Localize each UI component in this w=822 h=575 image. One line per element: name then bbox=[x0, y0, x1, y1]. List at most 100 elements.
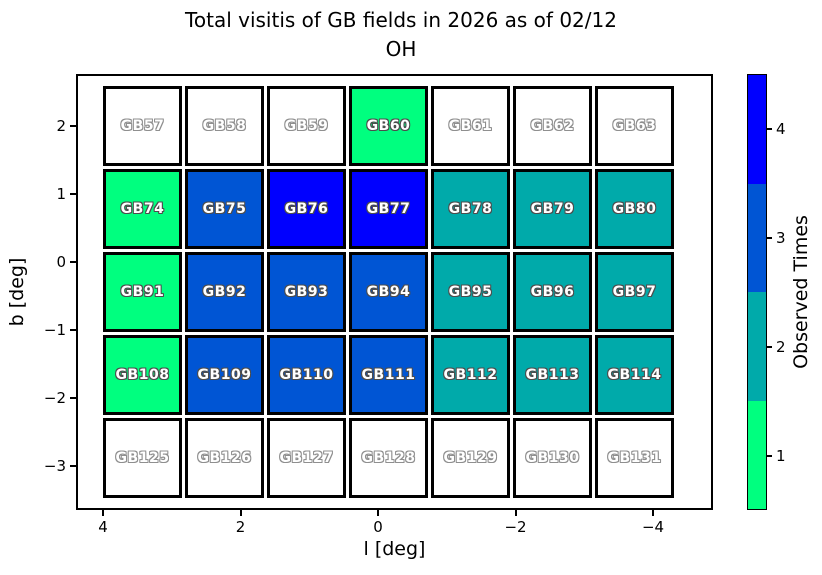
field-label: GB92 bbox=[202, 284, 247, 300]
colorbar-tick-label: 4 bbox=[776, 119, 786, 138]
x-axis-tick bbox=[652, 510, 654, 516]
field-label: GB60 bbox=[366, 118, 411, 134]
field-label: GB108 bbox=[115, 367, 170, 383]
field-cell-gb58: GB58 bbox=[185, 86, 264, 166]
colorbar-tick bbox=[767, 345, 772, 348]
field-cell-gb61: GB61 bbox=[431, 86, 510, 166]
field-cell-gb114: GB114 bbox=[595, 335, 674, 415]
y-axis-tick bbox=[70, 329, 76, 331]
colorbar-segment-1 bbox=[748, 400, 766, 509]
field-label: GB94 bbox=[366, 284, 411, 300]
field-cell-gb92: GB92 bbox=[185, 252, 264, 332]
colorbar-tick bbox=[767, 236, 772, 239]
field-label: GB57 bbox=[120, 118, 165, 134]
y-axis-tick-label: −1 bbox=[43, 321, 66, 339]
x-axis-tick bbox=[377, 510, 379, 516]
y-axis-tick-label: 1 bbox=[56, 185, 66, 203]
field-cell-gb109: GB109 bbox=[185, 335, 264, 415]
field-cell-gb57: GB57 bbox=[103, 86, 182, 166]
y-axis-tick bbox=[70, 193, 76, 195]
field-label: GB77 bbox=[366, 201, 411, 217]
field-cell-gb76: GB76 bbox=[267, 169, 346, 249]
field-label: GB110 bbox=[279, 367, 334, 383]
field-label: GB63 bbox=[612, 118, 657, 134]
field-cell-gb59: GB59 bbox=[267, 86, 346, 166]
colorbar-segment-3 bbox=[748, 183, 766, 292]
field-cell-gb79: GB79 bbox=[513, 169, 592, 249]
field-cell-gb93: GB93 bbox=[267, 252, 346, 332]
field-cell-gb96: GB96 bbox=[513, 252, 592, 332]
field-cell-gb108: GB108 bbox=[103, 335, 182, 415]
colorbar-tick bbox=[767, 454, 772, 457]
chart-title-line-1: Total visitis of GB fields in 2026 as of… bbox=[185, 8, 617, 32]
field-label: GB127 bbox=[279, 450, 334, 466]
field-grid: GB57 GB58 GB59 GB60 GB61 GB62 GB63 GB74 GB75 GB76… bbox=[103, 86, 674, 498]
field-label: GB125 bbox=[115, 450, 170, 466]
field-label: GB93 bbox=[284, 284, 329, 300]
x-axis-tick-label: 0 bbox=[373, 518, 383, 536]
field-label: GB74 bbox=[120, 201, 165, 217]
field-label: GB75 bbox=[202, 201, 247, 217]
x-axis-tick bbox=[239, 510, 242, 516]
y-axis-tick bbox=[70, 397, 76, 399]
field-label: GB112 bbox=[443, 367, 498, 383]
x-axis-tick-label: 4 bbox=[98, 518, 108, 536]
field-label: GB128 bbox=[361, 450, 416, 466]
field-label: GB79 bbox=[530, 201, 575, 217]
colorbar-segment-2 bbox=[748, 292, 766, 401]
field-cell-gb130: GB130 bbox=[513, 418, 592, 498]
plot-area: GB57 GB58 GB59 GB60 GB61 GB62 GB63 GB74 GB75 GB76… bbox=[76, 74, 713, 510]
colorbar-tick bbox=[767, 127, 772, 130]
field-cell-gb110: GB110 bbox=[267, 335, 346, 415]
field-cell-gb125: GB125 bbox=[103, 418, 182, 498]
field-cell-gb74: GB74 bbox=[103, 169, 182, 249]
y-axis-tick-label: −3 bbox=[43, 457, 66, 475]
field-label: GB91 bbox=[120, 284, 165, 300]
field-label: GB113 bbox=[525, 367, 580, 383]
colorbar-segment-4 bbox=[748, 75, 766, 184]
field-label: GB76 bbox=[284, 201, 329, 217]
field-cell-gb131: GB131 bbox=[595, 418, 674, 498]
field-cell-gb94: GB94 bbox=[349, 252, 428, 332]
field-label: GB80 bbox=[612, 201, 657, 217]
x-axis-tick bbox=[102, 510, 104, 516]
field-label: GB111 bbox=[361, 367, 416, 383]
field-cell-gb95: GB95 bbox=[431, 252, 510, 332]
field-cell-gb128: GB128 bbox=[349, 418, 428, 498]
field-cell-gb77: GB77 bbox=[349, 169, 428, 249]
field-label: GB114 bbox=[607, 367, 662, 383]
field-label: GB78 bbox=[448, 201, 493, 217]
x-axis-tick-label: −4 bbox=[641, 518, 665, 536]
field-label: GB129 bbox=[443, 450, 498, 466]
field-cell-gb126: GB126 bbox=[185, 418, 264, 498]
field-label: GB96 bbox=[530, 284, 575, 300]
field-label: GB61 bbox=[448, 118, 493, 134]
field-cell-gb60: GB60 bbox=[349, 86, 428, 166]
y-axis-tick-label: −2 bbox=[43, 389, 66, 407]
colorbar-label: Observed Times bbox=[790, 215, 812, 369]
field-cell-gb62: GB62 bbox=[513, 86, 592, 166]
y-axis-tick bbox=[70, 261, 76, 263]
colorbar-tick-label: 1 bbox=[776, 446, 786, 465]
field-cell-gb112: GB112 bbox=[431, 335, 510, 415]
field-label: GB130 bbox=[525, 450, 580, 466]
field-label: GB97 bbox=[612, 284, 657, 300]
field-label: GB126 bbox=[197, 450, 252, 466]
colorbar-tick-label: 3 bbox=[776, 228, 786, 247]
colorbar bbox=[747, 74, 767, 510]
field-cell-gb127: GB127 bbox=[267, 418, 346, 498]
field-cell-gb91: GB91 bbox=[103, 252, 182, 332]
field-label: GB62 bbox=[530, 118, 575, 134]
colorbar-tick-label: 2 bbox=[776, 337, 786, 356]
field-label: GB95 bbox=[448, 284, 493, 300]
y-axis-tick-label: 2 bbox=[56, 117, 66, 135]
field-cell-gb75: GB75 bbox=[185, 169, 264, 249]
field-cell-gb113: GB113 bbox=[513, 335, 592, 415]
chart-title: Total visitis of GB fields in 2026 as of… bbox=[76, 6, 726, 64]
y-axis-tick bbox=[70, 125, 76, 127]
field-cell-gb129: GB129 bbox=[431, 418, 510, 498]
y-axis-tick-label: 0 bbox=[56, 253, 66, 271]
x-axis-label: l [deg] bbox=[363, 538, 426, 560]
field-cell-gb63: GB63 bbox=[595, 86, 674, 166]
